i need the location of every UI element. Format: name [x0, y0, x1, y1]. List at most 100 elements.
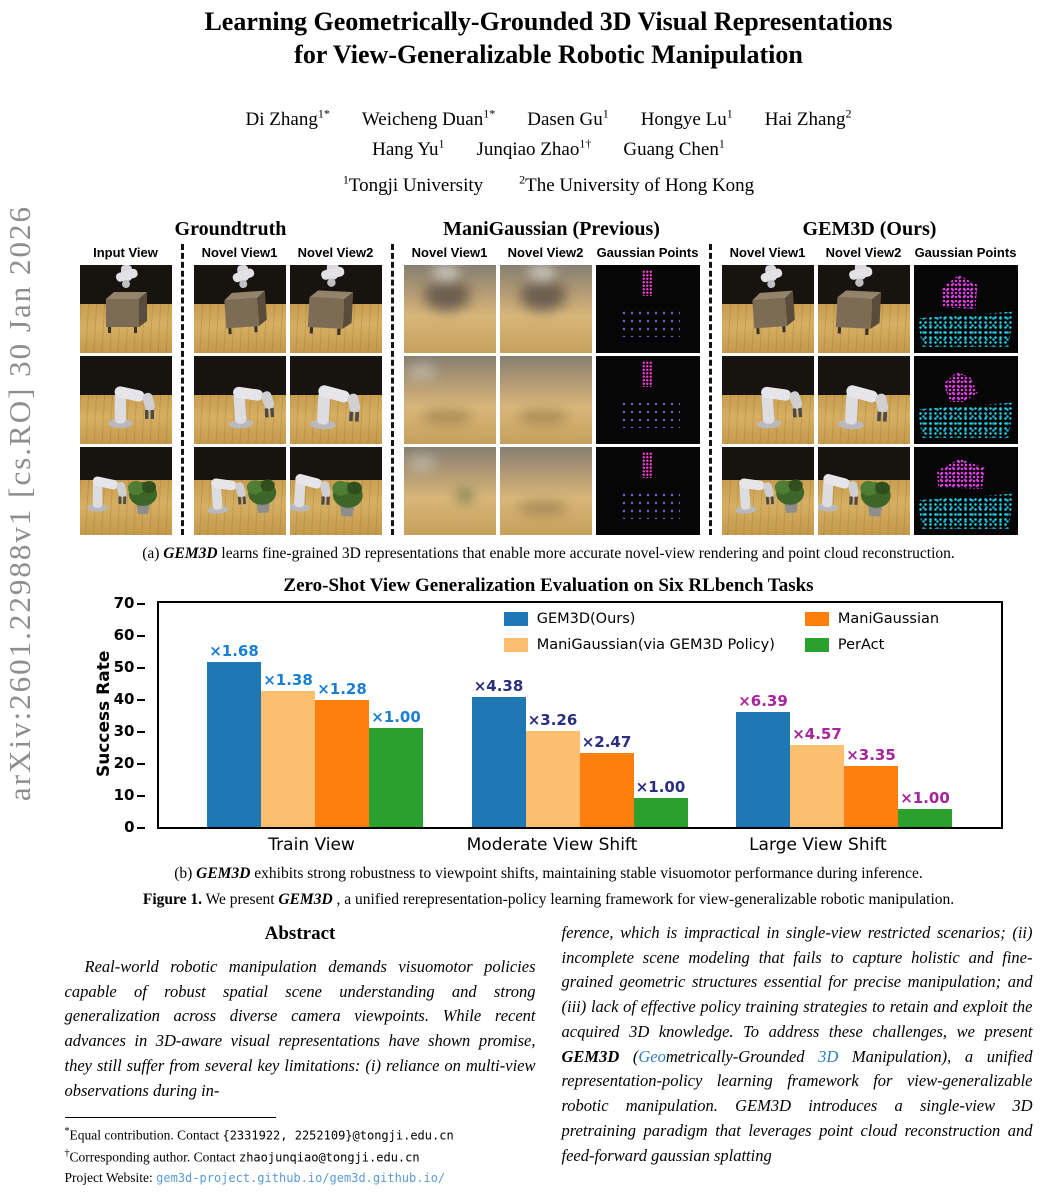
caption-b-tag: (b)	[174, 864, 193, 882]
blur-blob	[421, 409, 472, 424]
author-list-line2: Hang Yu1 Junqiao Zhao1† Guang Chen1	[46, 135, 1051, 165]
legend-swatch	[503, 611, 528, 626]
bar-ManiGaussian	[315, 700, 369, 827]
blur-blob	[423, 278, 470, 311]
figure-caption-label: Figure 1.	[142, 890, 202, 908]
point-cloud-object	[641, 360, 652, 387]
text-segment: ference, which is impractical in single-…	[561, 922, 1033, 1041]
scene-illustration	[204, 475, 278, 515]
caption-a-term: GEM3D	[163, 544, 218, 562]
bar-column: ×2.47	[579, 733, 634, 827]
project-website-link[interactable]: gem3d-project.github.io/gem3d.github.io/	[156, 1170, 446, 1185]
scene-illustration	[834, 264, 881, 336]
legend-item: PerAct	[804, 637, 939, 653]
dashed-separator	[181, 243, 184, 535]
mani-novel-view2-row3-image	[499, 446, 592, 535]
gt-novel-view1-row1-image	[193, 264, 286, 353]
figure-1b-chart: Zero-Shot View Generalization Evaluation…	[46, 575, 1051, 855]
bar-column: ×3.35	[844, 746, 898, 827]
x-category-label: Moderate View Shift	[466, 834, 638, 855]
bar-column: ×1.00	[898, 789, 952, 827]
text-segment[interactable]: Geo	[638, 1046, 666, 1066]
gem-novel-view1-row2-image	[721, 355, 814, 444]
mani-novel-view1-row2-image	[403, 355, 496, 444]
y-tick-label: 10	[113, 785, 145, 804]
y-tick-label: 0	[124, 817, 146, 836]
bar-PerAct	[633, 798, 688, 827]
column-label-input-view: Input View	[93, 245, 158, 261]
intro-continuation: ference, which is impractical in single-…	[562, 921, 1033, 1169]
author: Di Zhang1*	[245, 107, 330, 131]
legend-label: GEM3D(Ours)	[536, 610, 636, 627]
bar-ManiGaussian(via GEM3D Policy)	[790, 745, 844, 827]
bar-column: ×3.26	[525, 710, 580, 827]
caption-b-term: GEM3D	[196, 864, 251, 882]
gem-gaussian-points-row3-image	[913, 446, 1018, 535]
footnote-text: Corresponding author. Contact	[69, 1149, 239, 1165]
dashed-separator	[391, 243, 394, 535]
bar-column: ×1.38	[261, 671, 315, 827]
mani-gaussian-points-row1-image	[595, 264, 700, 353]
caption-a: (a) GEM3D learns fine-grained 3D represe…	[46, 545, 1051, 563]
column-label-mani-gaussian-points: Gaussian Points	[596, 245, 699, 261]
figure-caption: Figure 1. We present GEM3D , a unified r…	[46, 891, 1051, 909]
footnote-text: Equal contribution. Contact	[69, 1127, 223, 1143]
affiliation: 1Tongji University	[342, 172, 484, 196]
multiplier-annotation: ×1.28	[317, 680, 367, 699]
x-category-label: Large View Shift	[749, 834, 887, 855]
gt-input-view-row2-image	[79, 355, 172, 444]
page-content: Learning Geometrically-Grounded 3D Visua…	[46, 0, 1051, 1188]
multiplier-annotation: ×3.26	[527, 710, 578, 729]
caption-a-text: learns fine-grained 3D representations t…	[221, 544, 955, 562]
blur-blob	[519, 278, 566, 311]
bar-group: ×4.38 ×3.26 ×2.47 ×1.00	[471, 677, 688, 827]
footnote-equal-contribution: *Equal contribution. Contact {2331922, 2…	[65, 1124, 536, 1146]
gem-novel-view2-row3-image	[817, 446, 910, 535]
bar-group: ×1.68 ×1.38 ×1.28 ×1.00	[207, 642, 423, 827]
point-cloud-table	[619, 490, 680, 519]
chart-legend: GEM3D(Ours) ManiGaussian ManiGaussian(via …	[503, 610, 939, 653]
column-label-gem-gaussian-points: Gaussian Points	[914, 245, 1017, 261]
mani-gaussian-points-row2-image	[595, 355, 700, 444]
bar-PerAct	[369, 727, 423, 827]
scene-illustration	[289, 472, 363, 517]
y-tick-label: 50	[113, 657, 145, 676]
footnote-symbol: †	[64, 1148, 70, 1160]
footnote-corresponding-author: †Corresponding author. Contact zhaojunqi…	[65, 1146, 536, 1168]
y-tick-label: 20	[113, 753, 145, 772]
multiplier-annotation: ×6.39	[738, 691, 788, 710]
column-label-gem-novel-view2: Novel View2	[825, 245, 902, 261]
legend-item: GEM3D(Ours)	[503, 610, 775, 627]
legend-swatch	[804, 637, 829, 652]
gt-novel-view2-row3-image	[289, 446, 382, 535]
blur-blob	[407, 363, 436, 380]
caption-b: (b) GEM3D exhibits strong robustness to …	[46, 865, 1051, 883]
abstract-paragraph: Real-world robotic manipulation demands …	[64, 956, 536, 1100]
gem-novel-view1-row1-image	[721, 264, 814, 353]
y-tick-label: 40	[113, 689, 145, 708]
multiplier-annotation: ×1.00	[635, 778, 686, 797]
bar-column: ×1.00	[633, 778, 688, 827]
gem-gaussian-points-row1-image	[913, 264, 1018, 353]
two-column-body: Abstract Real-world robotic manipulation…	[64, 921, 1033, 1188]
gt-input-view-row3-image	[79, 446, 172, 535]
mani-novel-view1-row1-image	[403, 264, 496, 353]
blur-blob	[455, 488, 474, 503]
y-tick-label: 70	[113, 593, 145, 612]
figure-caption-pre: We present	[205, 890, 275, 908]
scene-illustration	[306, 264, 353, 336]
blur-blob	[517, 409, 568, 424]
text-segment[interactable]: 3D	[818, 1046, 839, 1066]
mani-novel-view2-row1-image	[499, 264, 592, 353]
author: Hang Yu1	[372, 136, 445, 161]
bar-group: ×6.39 ×4.57 ×3.35 ×1.00	[736, 692, 952, 827]
contact-emails: {2331922, 2252109}@tongji.edu.cn	[222, 1128, 454, 1143]
table-surface	[817, 394, 910, 444]
arxiv-stamp: arXiv:2601.22988v1 [cs.RO] 30 Jan 2026	[2, 205, 37, 802]
dashed-separator	[709, 243, 712, 535]
bar-GEM3D(Ours)	[736, 711, 790, 827]
footnote-rule	[64, 1117, 277, 1119]
footnote-symbol: *	[64, 1126, 70, 1138]
gem-gaussian-points-row2-image	[913, 355, 1018, 444]
